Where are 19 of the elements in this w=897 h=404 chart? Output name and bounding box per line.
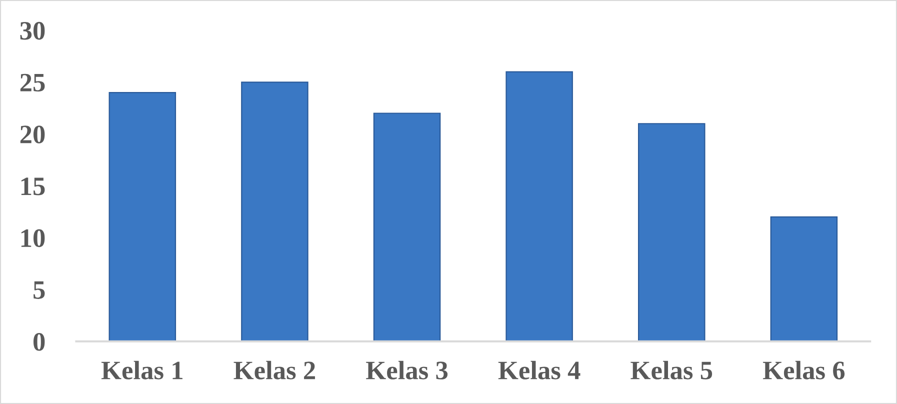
x-tick-label: Kelas 5 bbox=[630, 360, 712, 380]
bar bbox=[108, 92, 176, 342]
x-tick-label: Kelas 1 bbox=[101, 360, 182, 380]
bar bbox=[373, 112, 441, 342]
y-tick-label: 25 bbox=[20, 74, 45, 92]
x-tick-label: Kelas 2 bbox=[234, 360, 315, 380]
y-tick-label: 5 bbox=[34, 281, 45, 299]
bar bbox=[770, 216, 838, 342]
y-tick-label: 20 bbox=[20, 126, 45, 144]
y-tick-label: 15 bbox=[21, 178, 45, 196]
x-tick-label: Kelas 6 bbox=[762, 360, 845, 380]
y-tick-label: 10 bbox=[21, 229, 45, 248]
y-tick-label: 30 bbox=[20, 22, 45, 40]
bar bbox=[638, 123, 706, 342]
y-tick-label: 0 bbox=[34, 332, 45, 351]
bar bbox=[506, 71, 573, 342]
x-tick-label: Kelas 3 bbox=[366, 360, 448, 380]
x-tick-label: Kelas 4 bbox=[498, 360, 580, 380]
bar bbox=[241, 82, 308, 342]
